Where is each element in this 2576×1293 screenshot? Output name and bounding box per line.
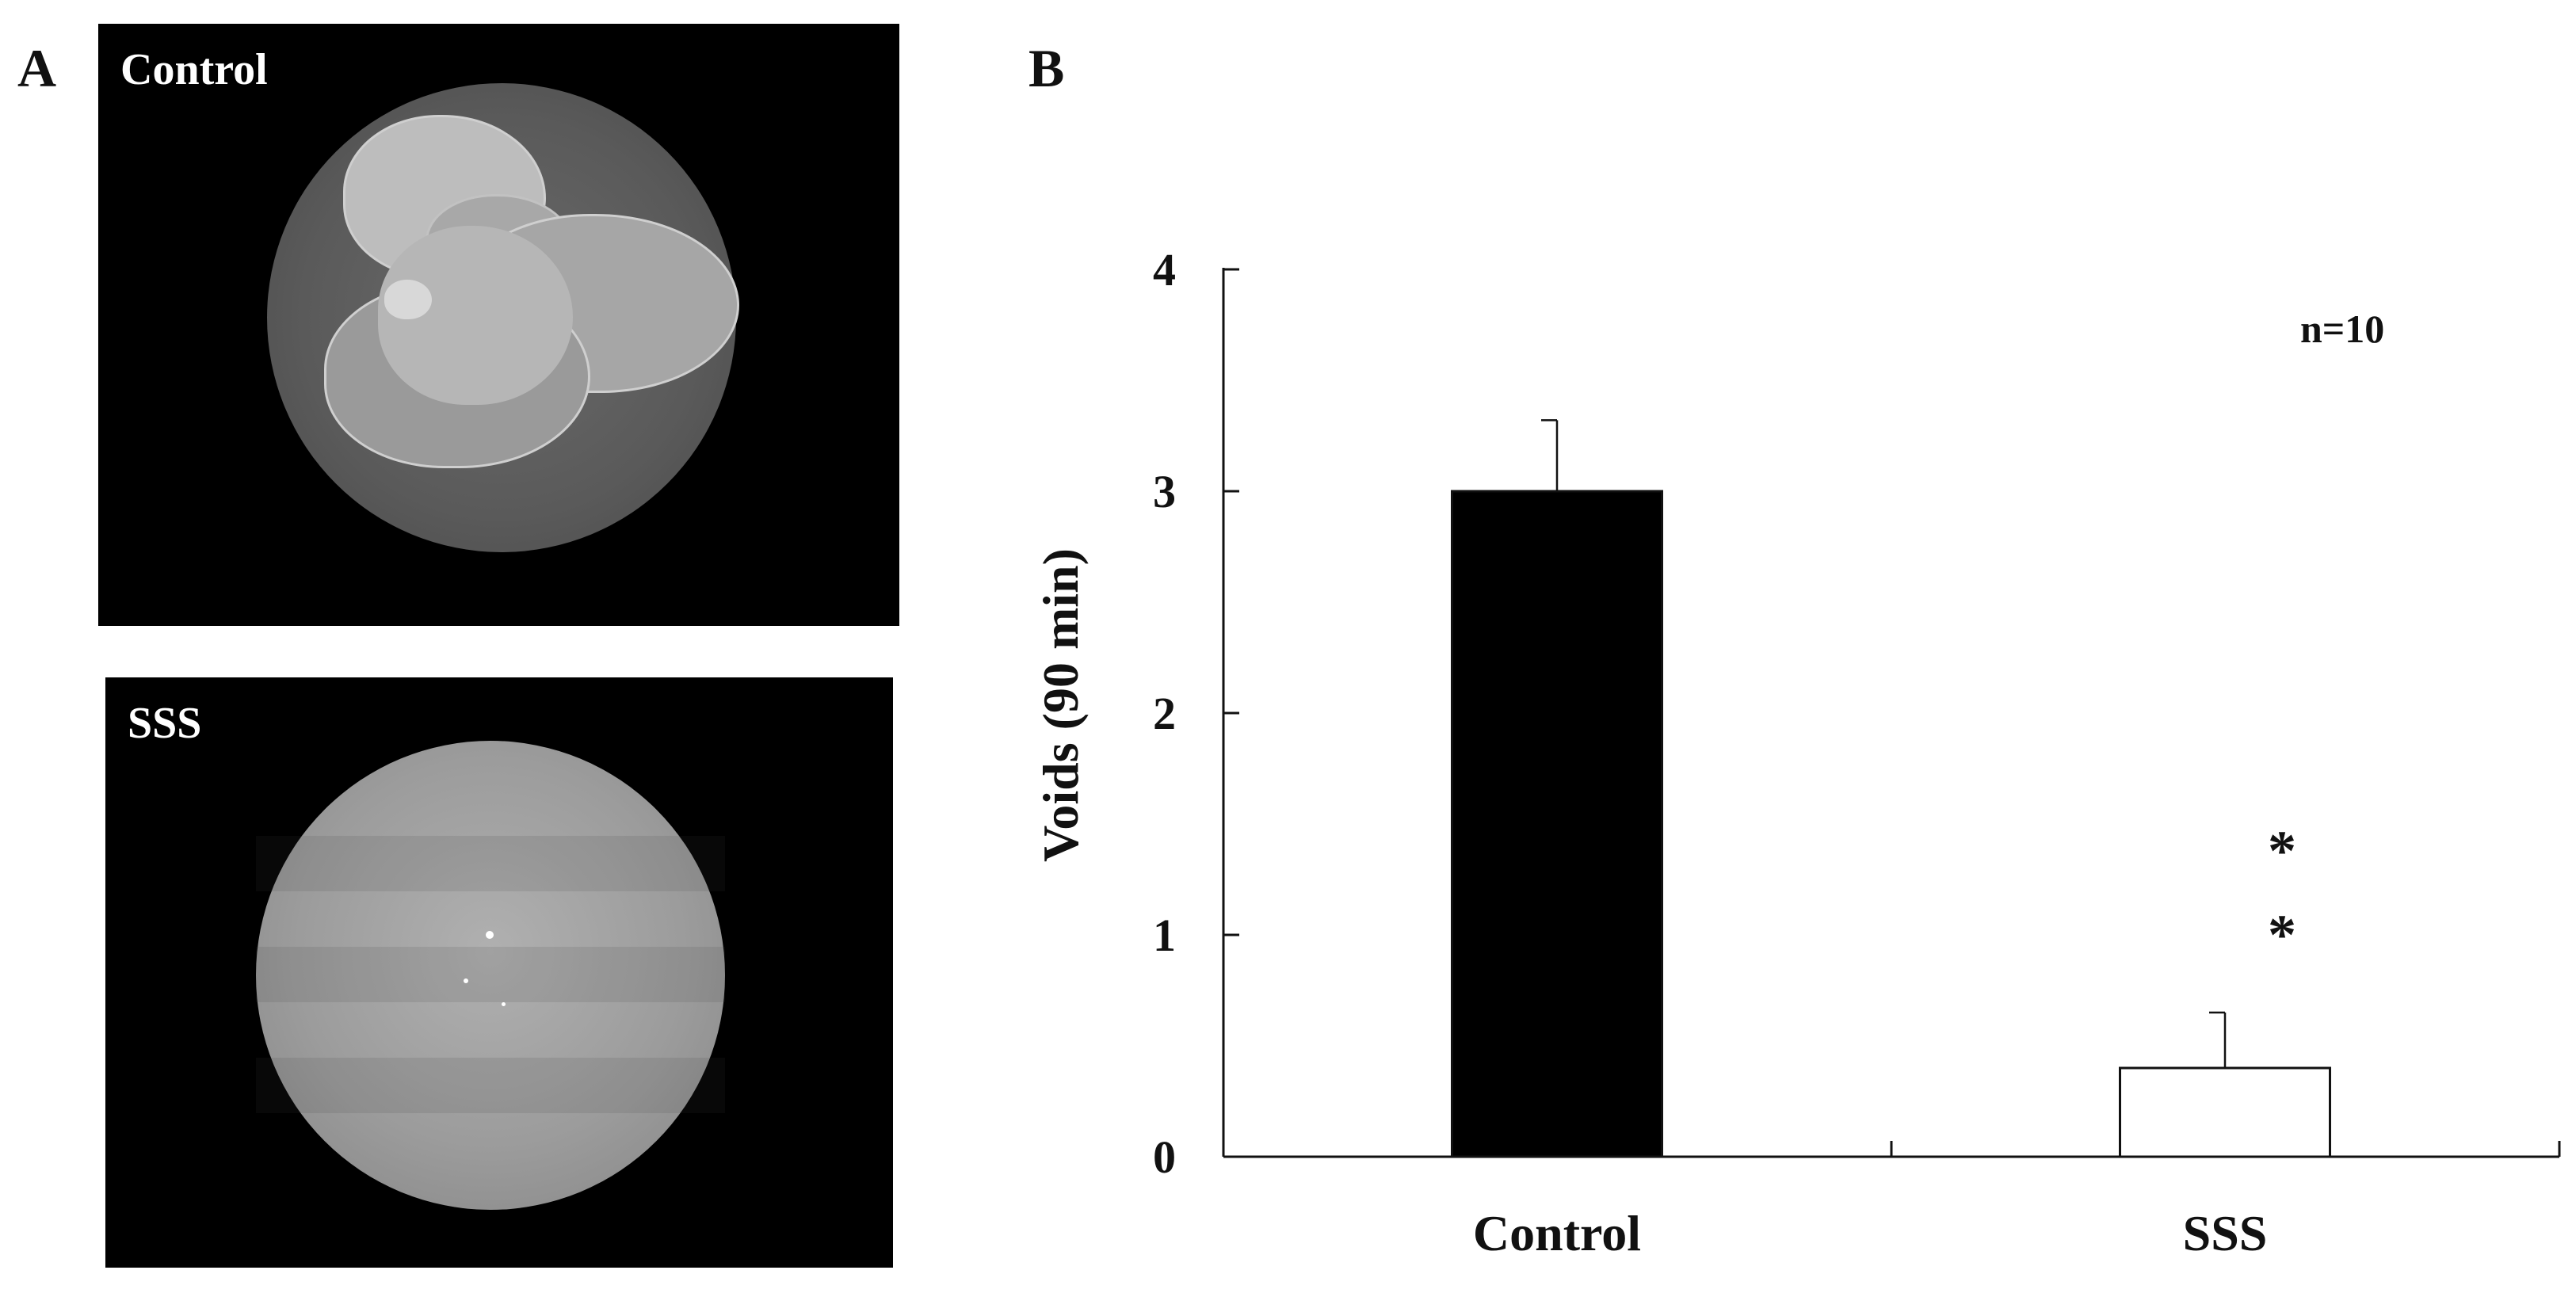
y-tick-label: 0 (1153, 1131, 1176, 1183)
panel-a-letter: A (17, 38, 57, 98)
control-photo: Control (98, 24, 899, 626)
y-tick-label: 3 (1153, 466, 1176, 517)
sample-size-annotation: n=10 (2300, 307, 2384, 351)
panel-b-letter: B (1028, 38, 1065, 98)
bar-control (1451, 490, 1663, 1158)
y-tick-label: 2 (1153, 688, 1176, 739)
paper-texture (256, 1058, 725, 1113)
paper-texture (256, 947, 725, 1002)
sss-photo-label: SSS (128, 699, 202, 748)
significance-marker: * (2268, 819, 2296, 883)
x-tick-label: SSS (2183, 1205, 2268, 1261)
control-photo-label: Control (120, 45, 268, 94)
y-axis-label: Voids (90 min) (1032, 548, 1089, 862)
paper-texture (256, 836, 725, 891)
paper-speck (502, 1002, 506, 1006)
paper-speck (464, 978, 468, 983)
urine-stain (384, 280, 432, 319)
control-filter-paper (267, 83, 739, 552)
significance-marker: * (2268, 903, 2296, 967)
paper-speck (486, 931, 494, 939)
y-tick-label: 4 (1153, 244, 1176, 296)
sss-filter-paper (256, 741, 725, 1210)
y-tick-label: 1 (1153, 910, 1176, 961)
x-tick-label: Control (1473, 1205, 1641, 1261)
sss-photo: SSS (105, 677, 893, 1268)
bar-sss (2119, 1066, 2331, 1158)
